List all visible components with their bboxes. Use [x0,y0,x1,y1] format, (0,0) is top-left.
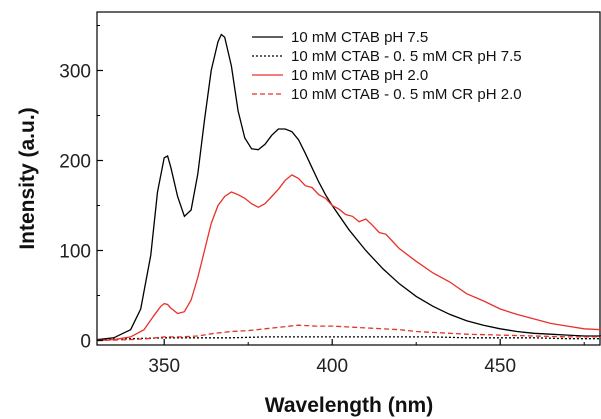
series-line-4 [96,324,601,342]
series-line-2 [96,336,601,341]
x-axis-ticks: 350 400 450 [148,339,585,377]
series-line-1 [96,33,601,341]
y-tick-label: 100 [59,242,91,263]
x-axis-title: Wavelength (nm) [265,394,433,417]
plot-area [96,11,601,346]
legend-label-4: 10 mM CTAB - 0. 5 mM CR pH 2.0 [291,86,522,103]
y-tick-label: 200 [59,152,91,173]
x-tick-label: 450 [484,356,516,377]
y-tick-label: 300 [59,62,91,83]
legend-label-3: 10 mM CTAB pH 2.0 [291,67,428,84]
legend-label-1: 10 mM CTAB pH 7.5 [291,29,428,46]
series-layer [96,33,601,342]
x-tick-label: 350 [148,356,180,377]
y-axis-title: Intensity (a.u.) [16,107,39,249]
plot-frame [96,11,601,346]
x-tick-label: 400 [316,356,348,377]
series-line-3 [96,174,601,342]
legend: 10 mM CTAB pH 7.5 10 mM CTAB - 0. 5 mM CR… [252,29,522,103]
y-axis-ticks: 0 100 200 300 [59,25,103,353]
legend-label-2: 10 mM CTAB - 0. 5 mM CR pH 7.5 [291,48,522,65]
y-tick-label: 0 [80,332,91,353]
